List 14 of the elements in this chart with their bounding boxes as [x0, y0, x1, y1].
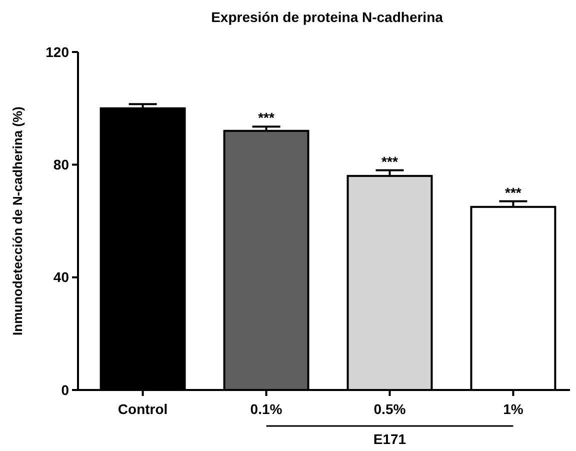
- annotation: ***: [505, 184, 522, 200]
- annotation: ***: [258, 110, 275, 126]
- x-tick-label: Control: [118, 401, 168, 417]
- y-tick-label: 120: [46, 44, 70, 60]
- text: E171: [373, 431, 406, 447]
- y-tick-label: 80: [53, 156, 70, 173]
- y-tick-label: 0: [61, 382, 70, 398]
- y-tick-label: 40: [53, 269, 70, 286]
- y-axis-title: Inmunodetección de N-cadherina (%): [10, 106, 25, 336]
- x-tick-label: 1%: [503, 401, 524, 417]
- annotation: ***: [382, 153, 398, 170]
- x-tick-label: 0.5%: [374, 401, 406, 417]
- chart-title: Expresión de proteina N-cadherina: [211, 9, 444, 25]
- x-tick-label: 0.1%: [250, 401, 283, 417]
